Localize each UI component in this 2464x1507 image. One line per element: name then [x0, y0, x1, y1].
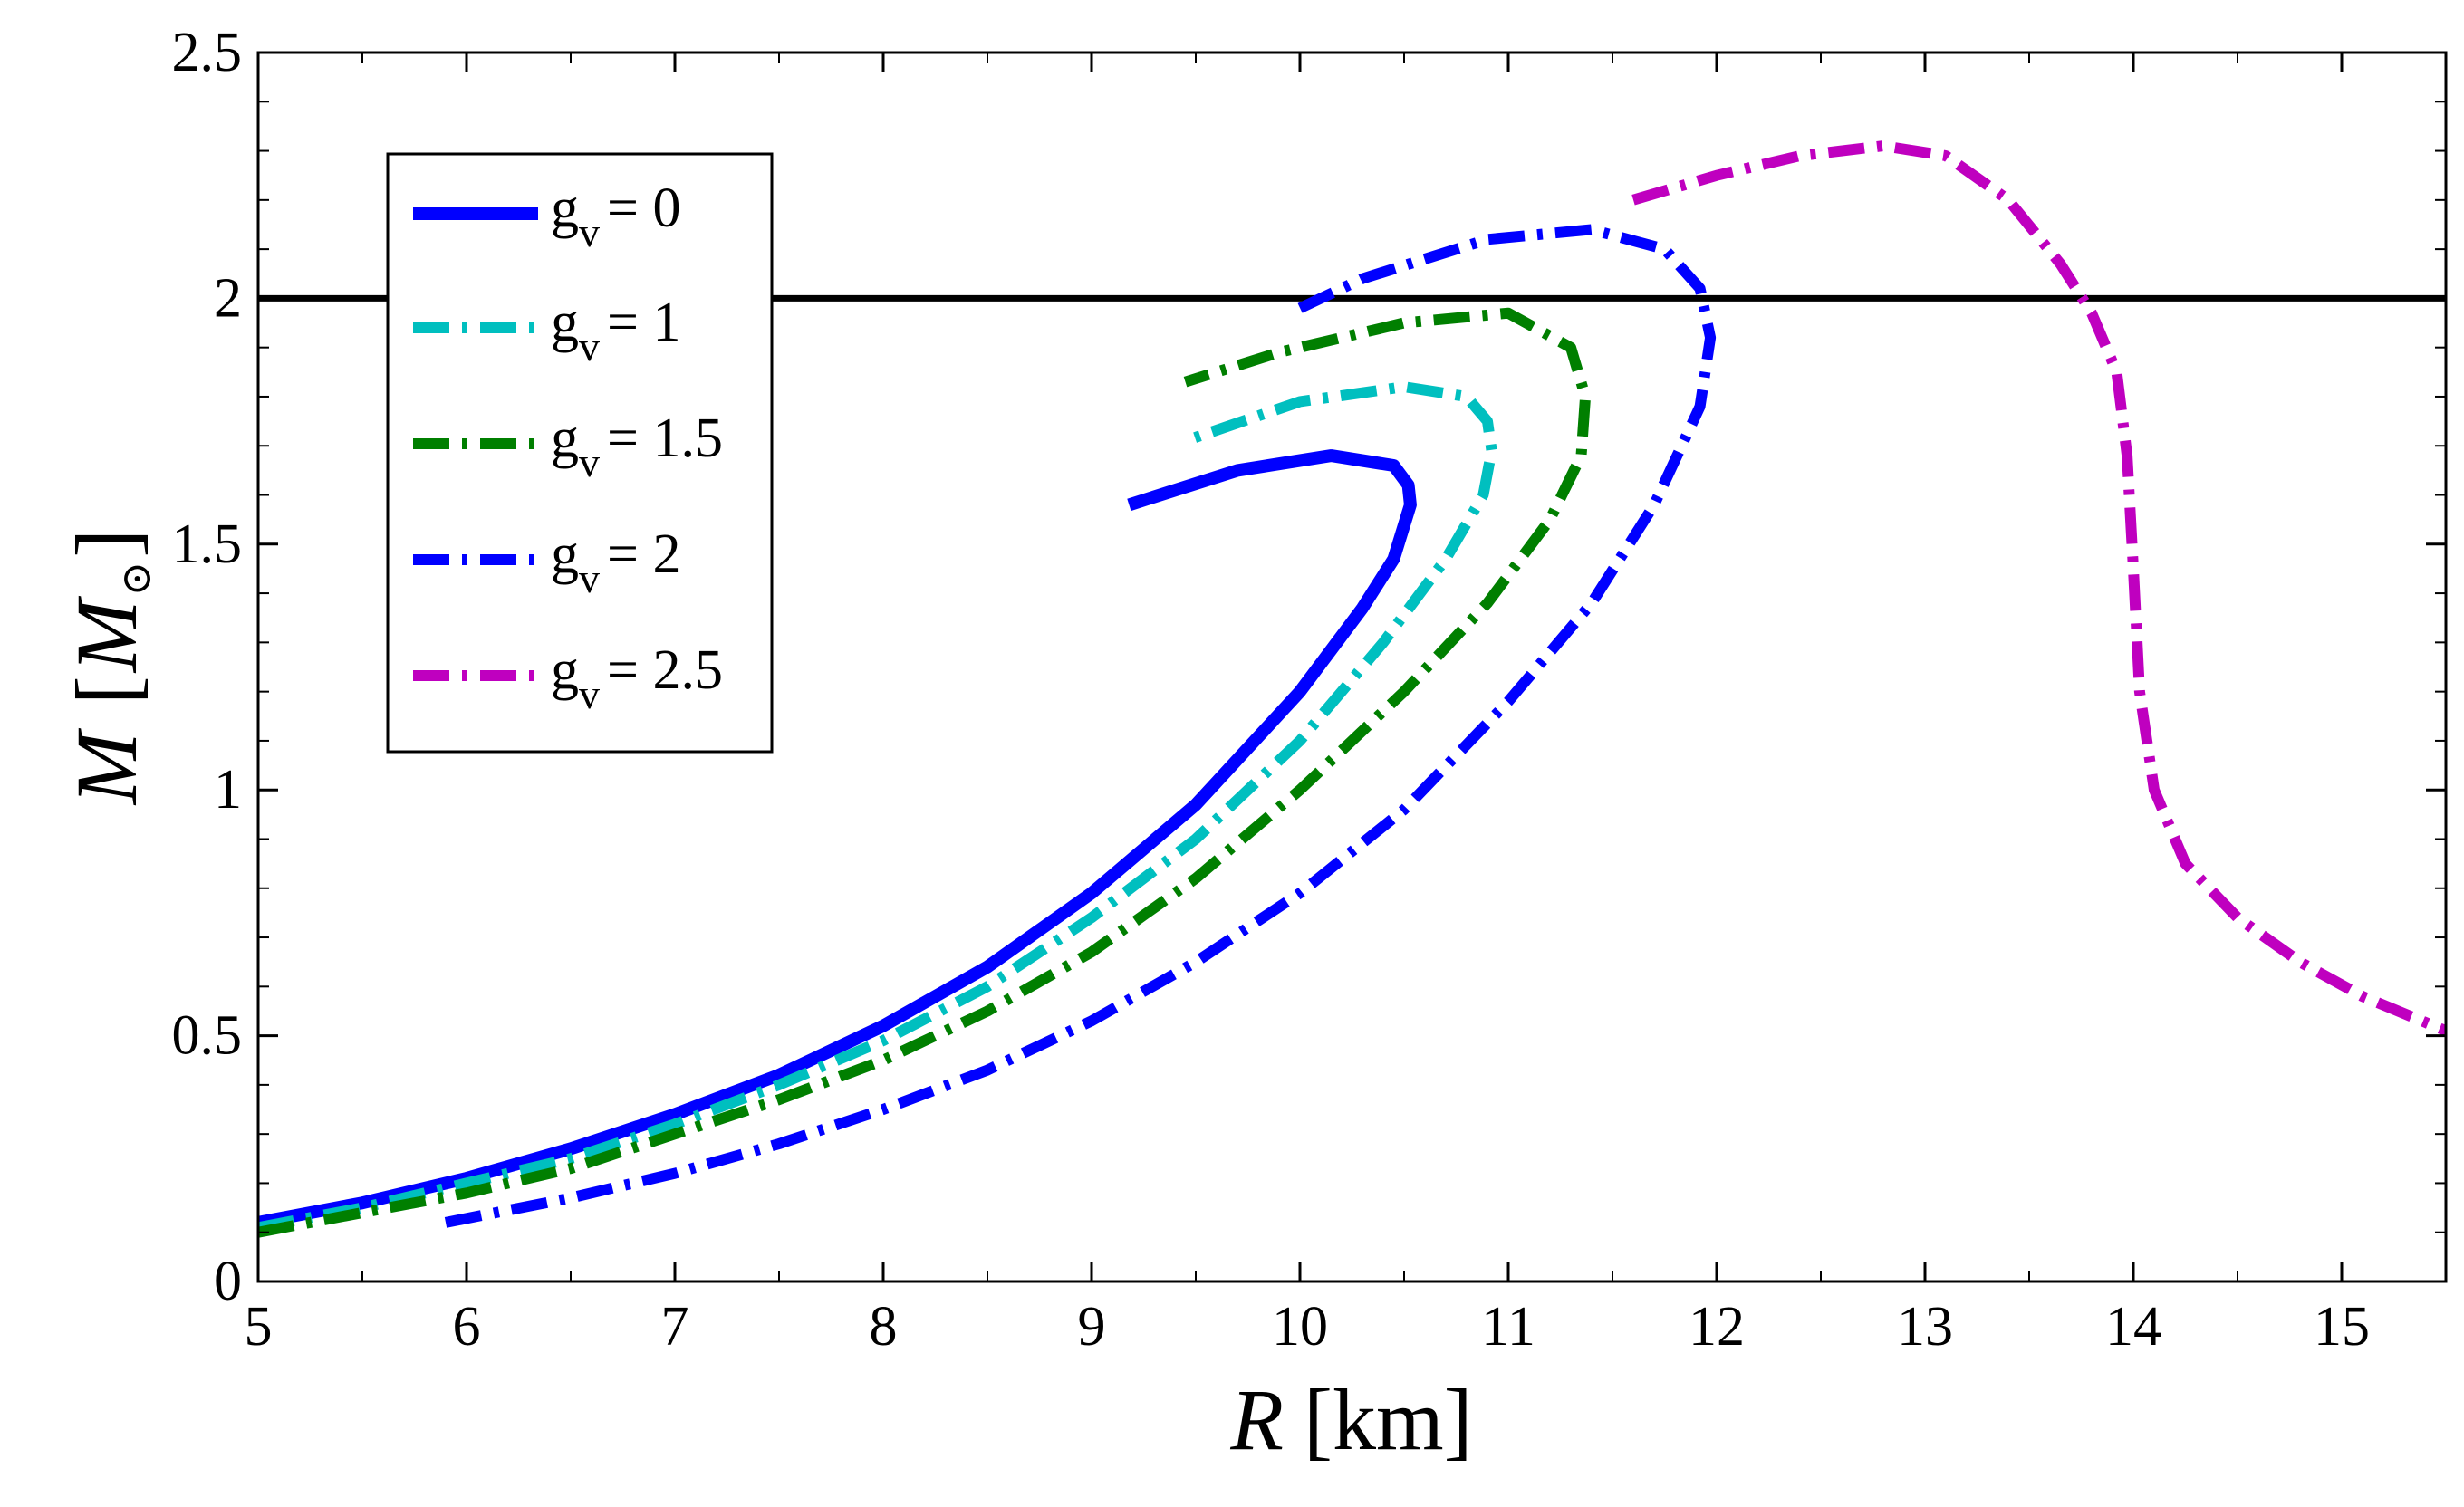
y-axis-unit-open: [: [58, 676, 155, 705]
y-tick-label-3: 1.5: [172, 514, 243, 575]
legend-label-value-2: = 1.5: [607, 408, 723, 469]
y-tick-label-2: 1: [214, 759, 242, 821]
legend-label-sub-4: v: [579, 671, 600, 717]
legend-box: [386, 152, 774, 754]
series-line-2: [258, 307, 1592, 1238]
legend-label-1: gv = 1: [551, 292, 680, 370]
legend-label-sub-2: v: [579, 439, 600, 485]
legend-label-value-3: = 2: [607, 523, 680, 585]
legend-label-value-4: = 2.5: [607, 639, 723, 701]
series-line-4: [1631, 140, 2446, 1036]
legend-label-2: gv = 1.5: [551, 408, 723, 485]
x-tick-label-0: 5: [245, 1296, 273, 1358]
y-tick-label-4: 2: [214, 267, 242, 329]
x-tick-label-10: 15: [2314, 1296, 2370, 1358]
x-tick-label-8: 13: [1897, 1296, 1953, 1358]
x-tick-label-3: 8: [870, 1296, 898, 1358]
plot-frame: [256, 51, 2448, 1283]
y-tick-label-1: 0.5: [172, 1005, 243, 1067]
legend-label-sub-0: v: [579, 209, 600, 255]
x-axis-unit: [km]: [1304, 1371, 1473, 1468]
x-tick-label-2: 7: [661, 1296, 689, 1358]
x-tick-label-9: 14: [2105, 1296, 2161, 1358]
y-tick-label-0: 0: [214, 1251, 242, 1312]
x-tick-label-7: 12: [1689, 1296, 1745, 1358]
legend-label-main-4: g: [551, 639, 579, 701]
x-tick-label-1: 6: [453, 1296, 481, 1358]
legend-label-main-3: g: [551, 523, 579, 585]
x-axis-title: R [km]: [1229, 1371, 1472, 1468]
legend-label-main-2: g: [551, 408, 579, 469]
legend: gv = 0gv = 1gv = 1.5gv = 2gv = 2.5: [386, 152, 774, 754]
x-tick-label-5: 10: [1272, 1296, 1328, 1358]
x-axis-variable: R: [1229, 1371, 1284, 1468]
legend-label-0: gv = 0: [551, 178, 680, 255]
series-line-3: [444, 224, 1717, 1228]
series-line-1: [258, 381, 1497, 1233]
legend-label-sub-3: v: [579, 555, 600, 601]
y-axis-title: M [ M ⊙ ]: [58, 529, 159, 806]
legend-label-sub-1: v: [579, 323, 600, 370]
legend-label-main-0: g: [551, 178, 579, 239]
y-axis-unit-symbol: M: [58, 595, 155, 674]
series-line-0: [258, 449, 1417, 1229]
y-tick-label-5: 2.5: [172, 22, 243, 83]
x-tick-label-6: 11: [1481, 1296, 1535, 1358]
legend-label-3: gv = 2: [551, 523, 680, 601]
legend-label-4: gv = 2.5: [551, 639, 723, 717]
x-tick-label-4: 9: [1078, 1296, 1106, 1358]
legend-label-value-0: = 0: [607, 178, 680, 239]
y-axis-unit-sun: ⊙: [113, 562, 159, 597]
y-axis-unit-close: ]: [58, 529, 155, 558]
legend-label-value-1: = 1: [607, 292, 680, 353]
y-axis-variable: M: [58, 727, 155, 806]
legend-label-main-1: g: [551, 292, 579, 353]
